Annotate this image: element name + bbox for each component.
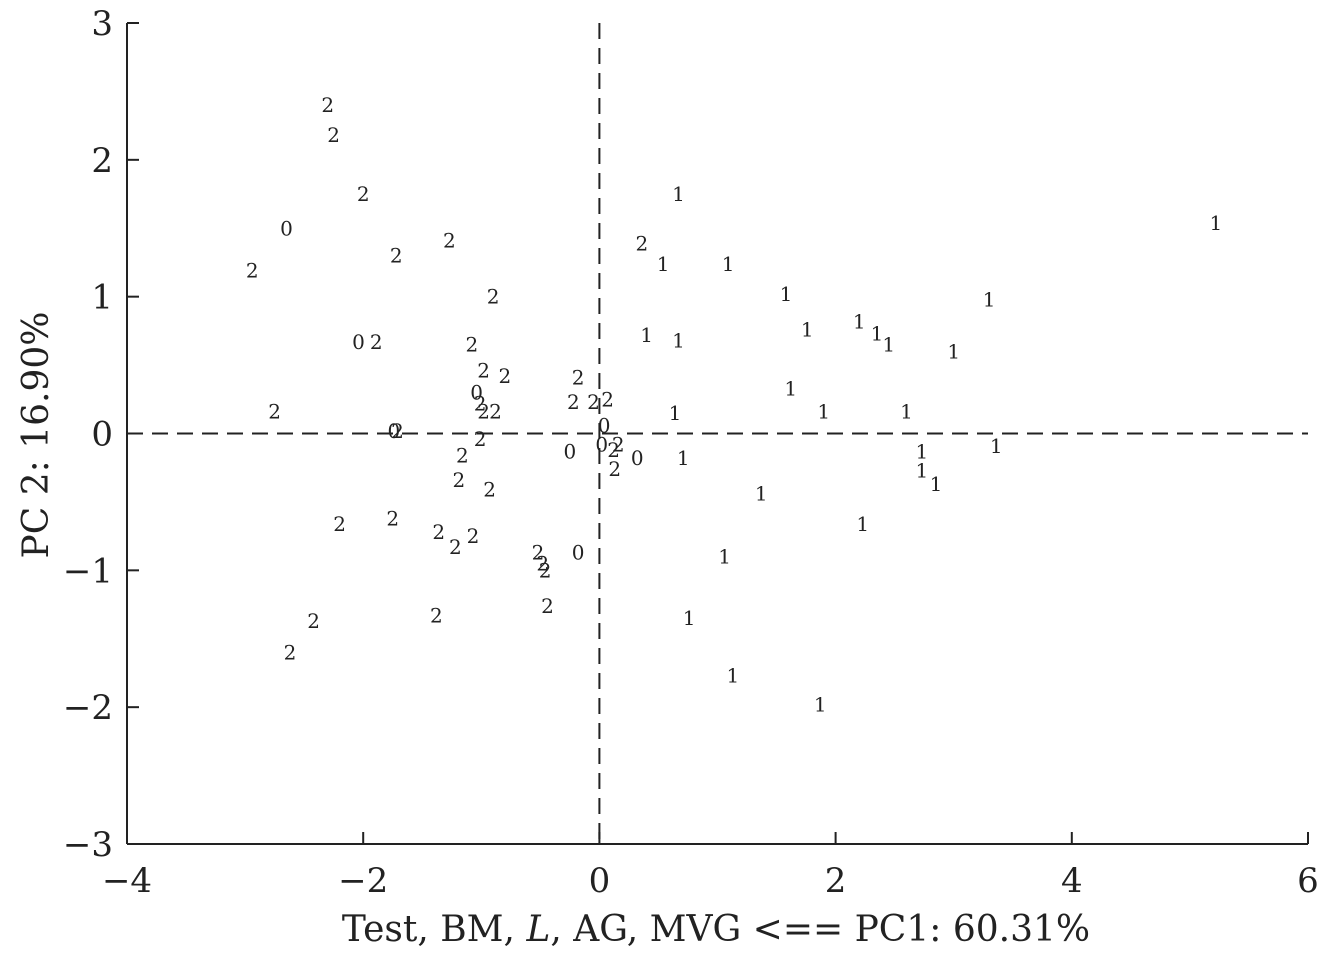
x-tick-label: −2: [338, 861, 388, 901]
data-point-group-1: 1: [672, 182, 685, 206]
data-point-group-1: 1: [726, 664, 739, 688]
y-tick-label: 0: [91, 415, 113, 455]
data-point-group-2: 2: [467, 524, 480, 548]
data-point-group-1: 1: [983, 287, 996, 311]
data-point-group-2: 2: [370, 330, 383, 354]
data-point-group-1: 1: [780, 282, 793, 306]
data-point-group-2: 2: [430, 603, 443, 627]
data-point-group-1: 1: [947, 339, 960, 363]
data-point-group-1: 1: [990, 434, 1003, 458]
data-point-group-2: 2: [636, 231, 649, 255]
data-point-group-1: 1: [856, 512, 869, 536]
data-point-group-0: 0: [572, 541, 585, 565]
data-point-group-2: 2: [449, 535, 462, 559]
x-tick-label: 0: [589, 861, 611, 901]
data-point-group-1: 1: [915, 439, 928, 463]
data-point-group-0: 0: [352, 330, 365, 354]
data-point-group-2: 2: [587, 390, 600, 414]
data-point-group-1: 1: [853, 309, 866, 333]
x-tick-label: 2: [825, 861, 847, 901]
data-point-group-1: 1: [672, 328, 685, 352]
data-point-group-2: 2: [443, 229, 456, 253]
data-point-group-1: 1: [784, 376, 797, 400]
data-point-group-0: 0: [595, 432, 608, 456]
data-point-group-2: 2: [474, 427, 487, 451]
x-tick-label: 6: [1297, 861, 1319, 901]
data-point-group-2: 2: [572, 365, 585, 389]
data-point-group-1: 1: [677, 446, 690, 470]
data-point-group-0: 0: [280, 216, 293, 240]
y-axis-label: PC 2: 16.90%: [16, 312, 57, 559]
x-axis-label-part: , AG, MVG <== PC1: 60.31%: [550, 909, 1090, 950]
data-point-group-2: 2: [612, 432, 625, 456]
data-point-group-2: 2: [532, 541, 545, 565]
data-point-group-1: 1: [900, 400, 913, 424]
data-point-group-2: 2: [608, 457, 621, 481]
data-point-group-2: 2: [391, 419, 404, 443]
data-point-group-2: 2: [539, 558, 552, 582]
data-point-group-2: 2: [386, 506, 399, 530]
data-point-group-1: 1: [640, 323, 653, 347]
x-axis-label-part: L: [525, 909, 550, 950]
data-point-group-2: 2: [477, 359, 490, 383]
data-point-group-0: 0: [598, 413, 611, 437]
data-point-group-2: 2: [390, 244, 403, 268]
data-point-group-2: 2: [607, 438, 620, 462]
data-point-group-2: 2: [489, 400, 502, 424]
data-point-group-1: 1: [755, 482, 768, 506]
data-point-group-0: 0: [631, 446, 644, 470]
data-point-group-2: 2: [477, 400, 490, 424]
y-tick-label: −2: [63, 688, 113, 728]
data-point-group-1: 1: [722, 252, 735, 276]
data-point-group-1: 1: [882, 333, 895, 357]
data-point-group-2: 2: [452, 468, 465, 492]
data-point-group-0: 0: [564, 439, 577, 463]
x-tick-label: −4: [102, 861, 152, 901]
data-point-group-1: 1: [814, 692, 827, 716]
data-point-group-1: 1: [817, 400, 830, 424]
data-point-group-0: 0: [388, 419, 401, 443]
data-point-group-2: 2: [321, 93, 334, 117]
data-point-group-2: 2: [246, 259, 259, 283]
data-point-group-2: 2: [536, 551, 549, 575]
data-point-group-2: 2: [541, 594, 554, 618]
data-point-group-2: 2: [327, 123, 340, 147]
data-point-group-2: 2: [499, 364, 512, 388]
y-tick-label: 1: [91, 278, 113, 318]
data-point-group-2: 2: [483, 478, 496, 502]
data-point-group-1: 1: [718, 545, 731, 569]
y-tick-label: −1: [63, 551, 113, 591]
data-point-group-1: 1: [801, 318, 814, 342]
data-point-group-2: 2: [432, 520, 445, 544]
data-point-group-2: 2: [487, 285, 500, 309]
data-point-group-2: 2: [307, 609, 320, 633]
data-point-group-2: 2: [268, 400, 281, 424]
x-axis-label-part: Test, BM,: [342, 909, 527, 950]
x-axis-label: Test, BM, L, AG, MVG <== PC1: 60.31%: [342, 909, 1090, 950]
data-point-group-1: 1: [915, 458, 928, 482]
data-point-group-1: 1: [871, 322, 884, 346]
data-point-group-2: 2: [357, 182, 370, 206]
data-point-group-2: 2: [333, 512, 346, 536]
data-point-group-2: 2: [567, 390, 580, 414]
data-point-group-2: 2: [601, 387, 614, 411]
data-point-group-1: 1: [930, 472, 943, 496]
y-tick-label: −3: [63, 825, 113, 865]
y-tick-label: 3: [91, 4, 113, 44]
data-point-group-2: 2: [284, 640, 297, 664]
data-point-group-1: 1: [657, 252, 670, 276]
y-tick-label: 2: [91, 141, 113, 181]
data-point-group-1: 1: [683, 606, 696, 630]
data-point-group-2: 2: [456, 443, 469, 467]
reference-lines: [127, 23, 1308, 844]
data-point-group-1: 1: [1210, 211, 1223, 235]
x-tick-label: 4: [1061, 861, 1083, 901]
data-point-group-0: 0: [470, 380, 483, 404]
data-point-group-2: 2: [474, 391, 487, 415]
data-point-group-2: 2: [465, 333, 478, 357]
data-point-group-1: 1: [669, 401, 682, 425]
